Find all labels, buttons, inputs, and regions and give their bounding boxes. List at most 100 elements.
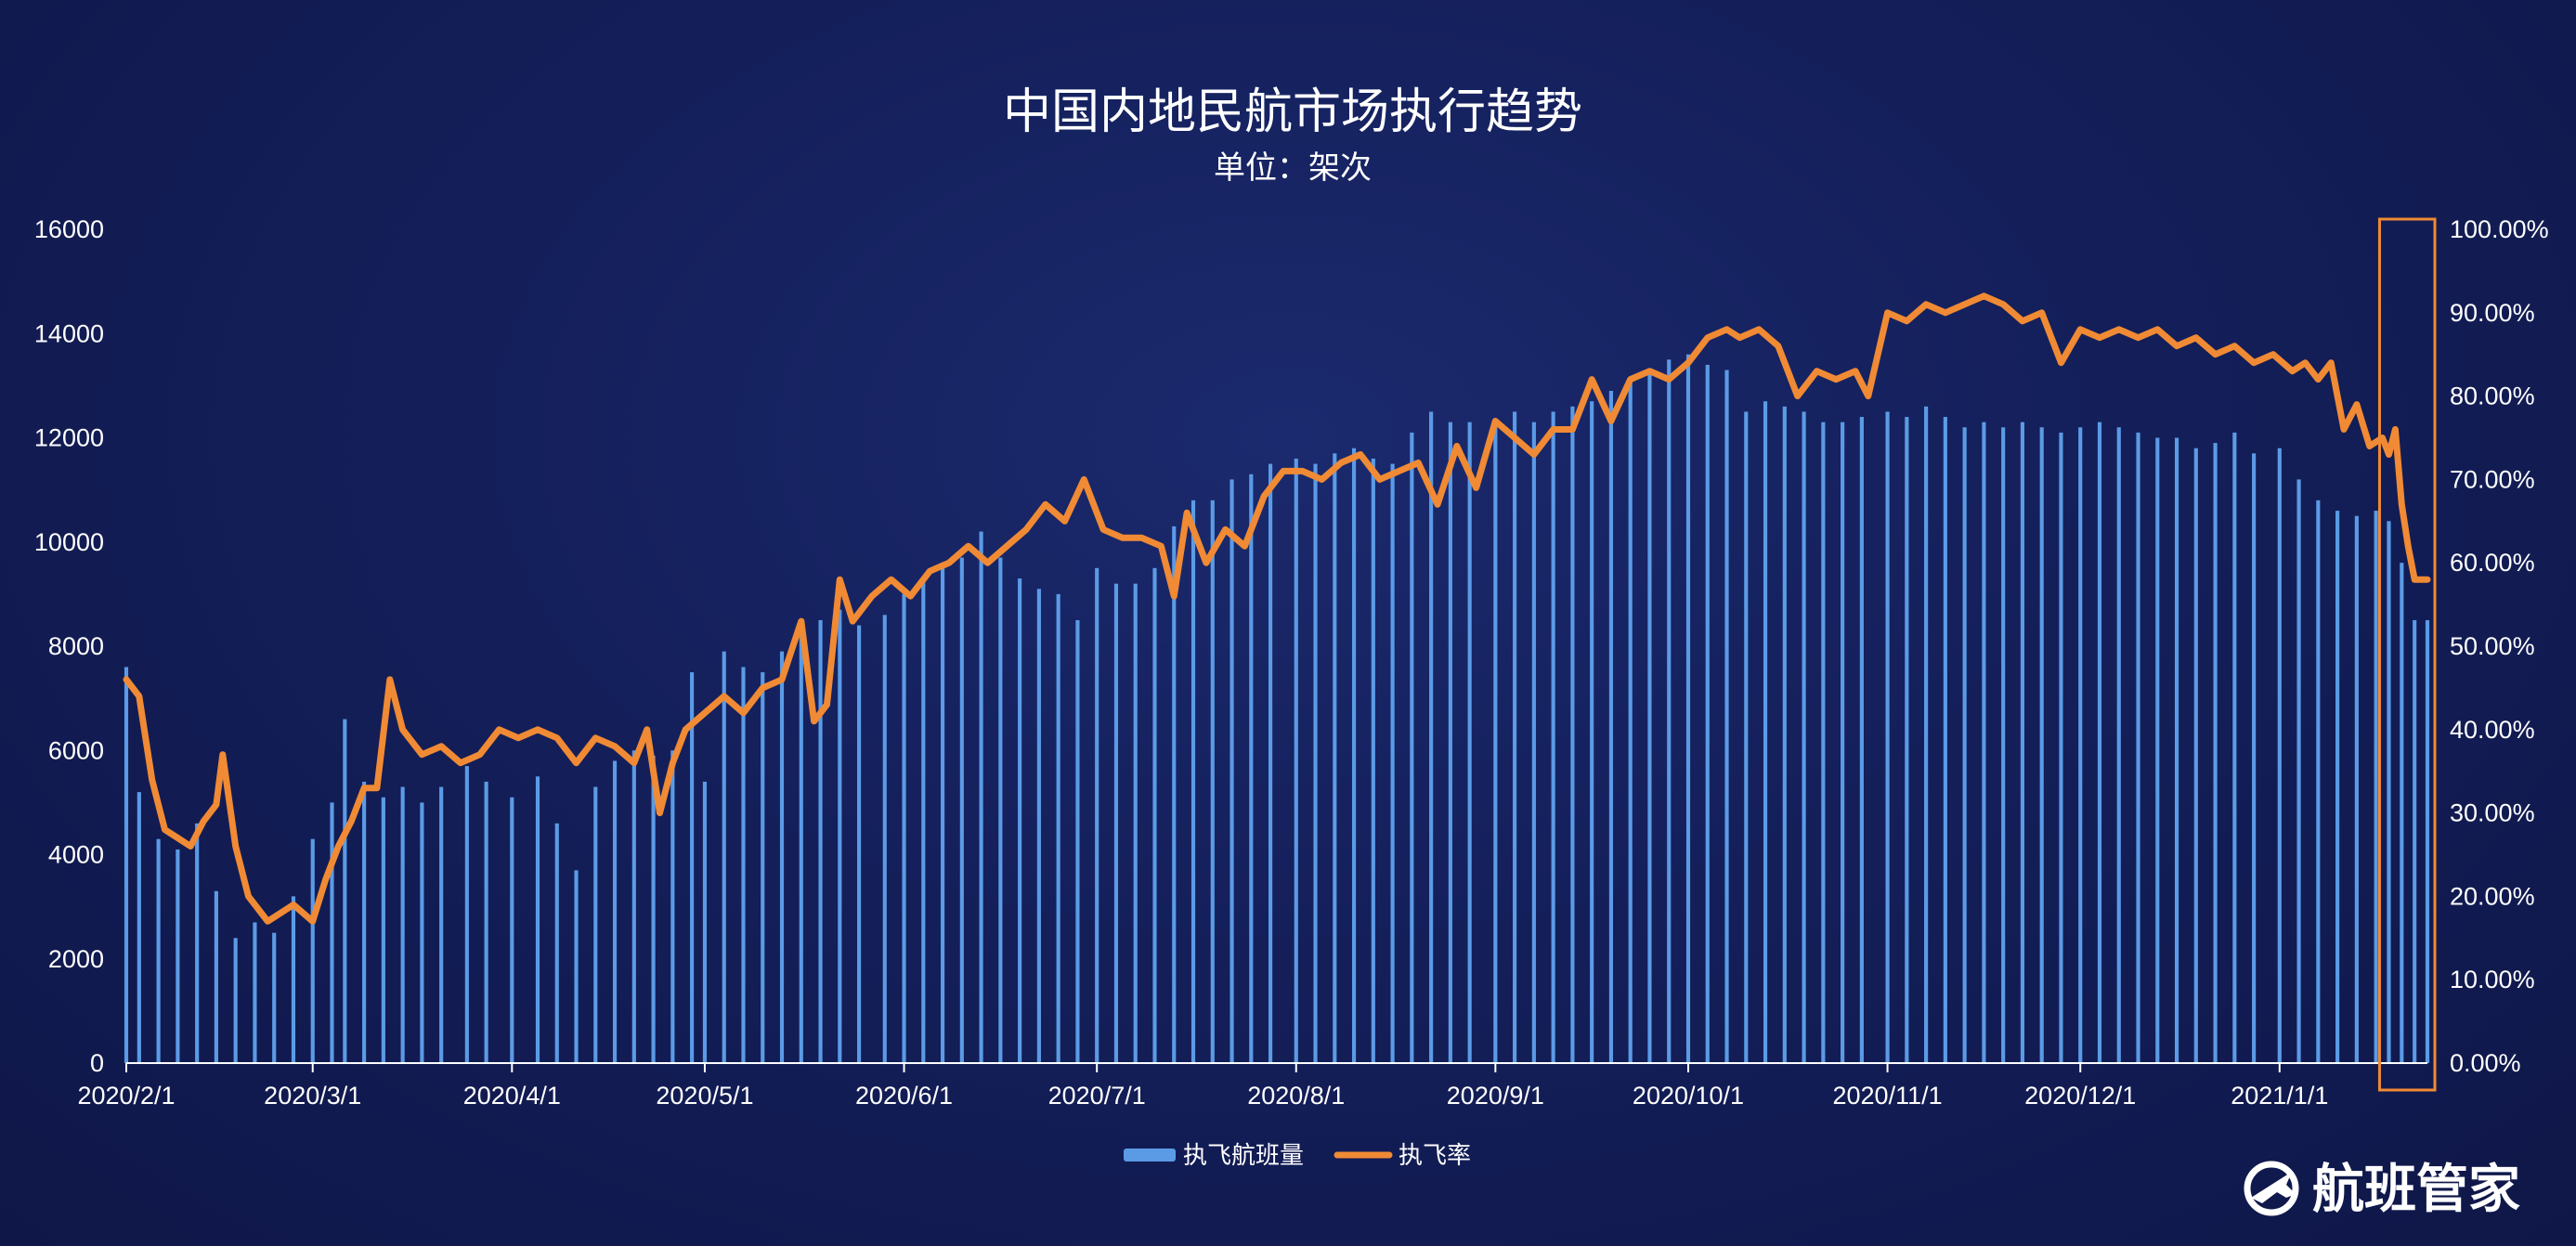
bar	[2425, 619, 2430, 1063]
line-series	[123, 292, 2431, 925]
bar	[1859, 417, 1864, 1063]
x-axis-tick-label: 2020/12/1	[2024, 1082, 2136, 1110]
left-axis-tick-label: 2000	[48, 945, 104, 973]
bar	[1095, 567, 1099, 1063]
bar	[420, 802, 424, 1063]
bar	[1113, 583, 1119, 1063]
bar	[818, 619, 823, 1063]
bar	[1429, 411, 1434, 1063]
bar	[2136, 432, 2140, 1063]
bar	[1821, 422, 1826, 1064]
bar	[400, 786, 405, 1063]
bar	[253, 922, 257, 1063]
bar	[979, 531, 983, 1063]
bar	[1885, 411, 1890, 1063]
x-axis-tick-label: 2021/1/1	[2231, 1082, 2328, 1110]
legend-item-bar[interactable]: 执飞航班量	[1124, 1142, 1304, 1170]
bar	[1493, 427, 1498, 1063]
bar	[651, 755, 656, 1063]
bar	[1608, 390, 1614, 1063]
bar	[959, 557, 964, 1063]
bar	[176, 849, 180, 1063]
bar	[2354, 515, 2359, 1063]
bar	[722, 651, 726, 1063]
x-axis-tick-label: 2020/11/1	[1833, 1082, 1943, 1110]
bar	[1172, 526, 1177, 1063]
bar	[1982, 422, 1986, 1064]
bar	[1724, 370, 1729, 1064]
bar	[741, 667, 746, 1063]
bar	[998, 557, 1003, 1063]
right-axis-tick-label: 30.00%	[2450, 799, 2535, 827]
bar	[484, 781, 488, 1063]
bar	[1371, 458, 1375, 1063]
bar	[1905, 417, 1909, 1063]
x-axis-tick-label: 2020/7/1	[1048, 1082, 1146, 1110]
bar	[1744, 411, 1749, 1063]
bar	[2374, 511, 2378, 1063]
bar	[2413, 619, 2417, 1063]
left-axis-tick-label: 16000	[34, 215, 104, 243]
bar	[124, 667, 129, 1063]
left-axis-tick-label: 6000	[48, 736, 104, 764]
bar	[1018, 578, 1022, 1063]
bar	[882, 615, 887, 1063]
bar	[1943, 417, 1947, 1063]
bar	[1782, 406, 1787, 1063]
legend-label-line: 执飞率	[1399, 1142, 1471, 1170]
bar	[554, 823, 559, 1063]
legend-item-line[interactable]: 执飞率	[1334, 1142, 1471, 1170]
left-axis-tick-label: 12000	[34, 424, 104, 452]
bar	[1036, 589, 1041, 1063]
bar	[1667, 359, 1672, 1063]
bar	[1841, 422, 1845, 1064]
right-axis-tick-label: 100.00%	[2450, 215, 2549, 243]
bar	[1647, 370, 1652, 1064]
left-axis-ticks: 0 2000 4000 6000 8000 10000 12000 14000 16000	[34, 215, 104, 1077]
bar	[464, 766, 469, 1063]
left-axis-tick-label: 0	[90, 1049, 104, 1077]
bar	[940, 563, 945, 1063]
x-axis-tick-label: 2020/9/1	[1447, 1082, 1544, 1110]
bar	[156, 838, 161, 1063]
bar	[1705, 364, 1710, 1063]
legend-swatch-bar	[1124, 1149, 1176, 1162]
bar	[1056, 593, 1060, 1063]
right-axis-tick-label: 40.00%	[2450, 716, 2535, 744]
right-axis-tick-label: 60.00%	[2450, 549, 2535, 577]
series-line	[123, 292, 2431, 925]
brand-logo: 航班管家	[2244, 1160, 2520, 1220]
bar	[214, 890, 218, 1063]
bar	[902, 593, 906, 1063]
bar	[2213, 443, 2218, 1063]
bar	[702, 781, 708, 1063]
bar	[2252, 453, 2257, 1063]
bar	[690, 672, 695, 1063]
bar	[1448, 422, 1452, 1064]
highlight-box	[2377, 217, 2437, 1092]
bar	[1229, 479, 1234, 1063]
bar	[1075, 619, 1080, 1063]
bar	[1962, 427, 1967, 1063]
bar	[330, 802, 334, 1063]
legend[interactable]: 执飞航班量 执飞率	[1124, 1142, 1471, 1170]
bar	[2232, 432, 2237, 1063]
x-axis-tick-label: 2020/2/1	[77, 1082, 175, 1110]
bar	[2155, 437, 2160, 1063]
bar	[2316, 500, 2321, 1063]
left-axis-tick-label: 8000	[48, 632, 104, 660]
bar	[2097, 422, 2102, 1064]
bar	[2400, 563, 2404, 1063]
plane-globe-icon	[2244, 1161, 2299, 1216]
bar	[2116, 427, 2121, 1063]
right-axis-tick-label: 0.00%	[2450, 1049, 2521, 1077]
bar	[1763, 401, 1768, 1063]
bar	[1152, 567, 1157, 1063]
bar	[593, 786, 598, 1063]
bar	[1590, 401, 1594, 1063]
x-axis-tick-label: 2020/10/1	[1633, 1082, 1744, 1110]
bar	[670, 750, 675, 1063]
bar	[612, 760, 618, 1063]
